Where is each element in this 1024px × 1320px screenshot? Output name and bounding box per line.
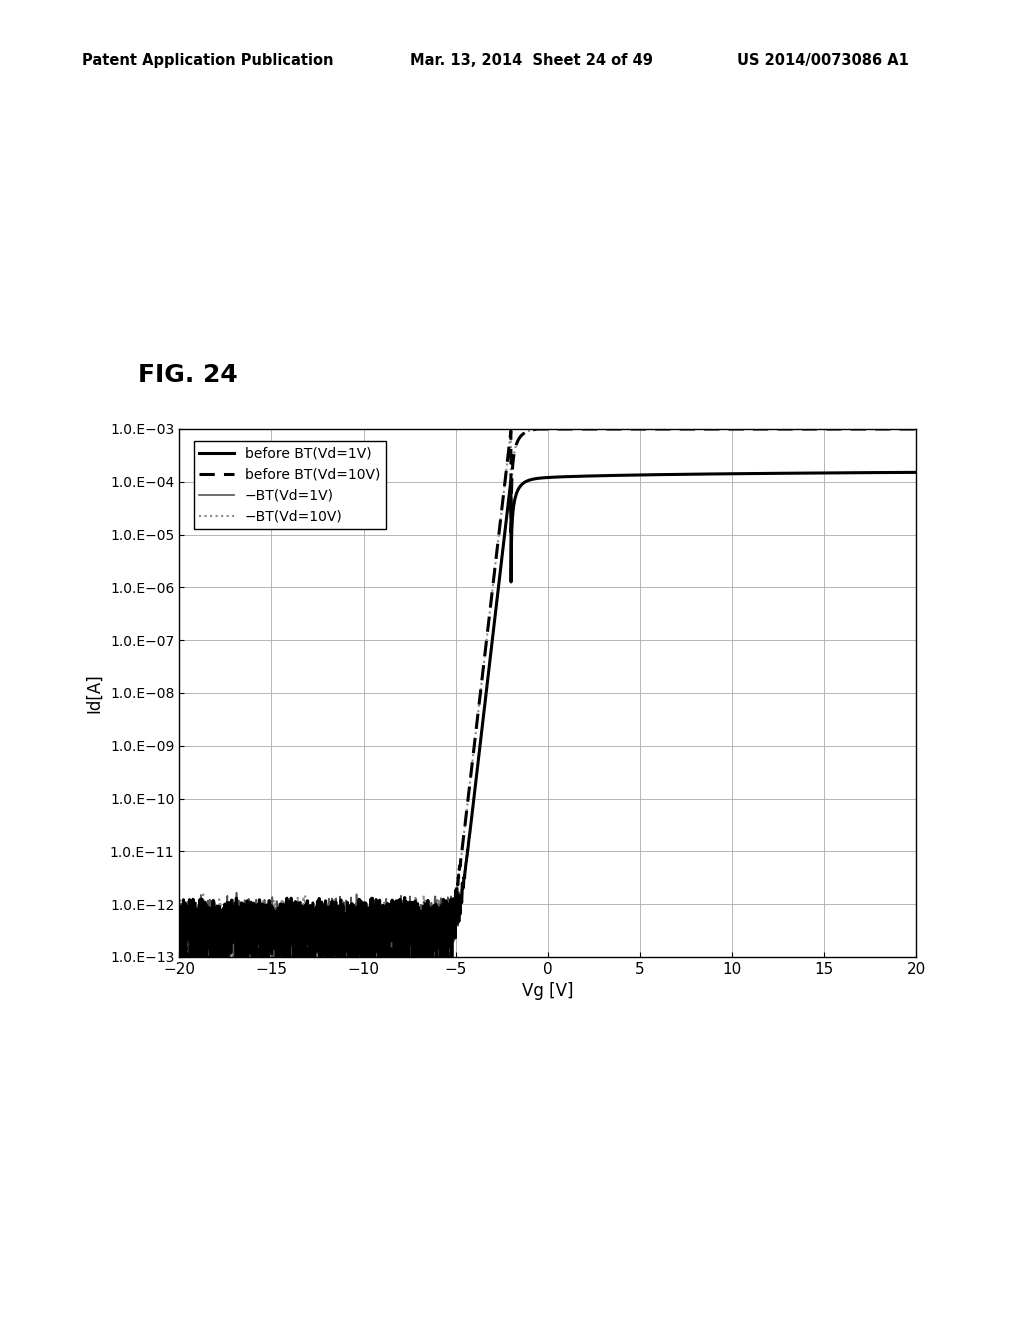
- Legend: before BT(Vd=1V), before BT(Vd=10V), −BT(Vd=1V), −BT(Vd=10V): before BT(Vd=1V), before BT(Vd=10V), −BT…: [194, 441, 386, 529]
- Text: Mar. 13, 2014  Sheet 24 of 49: Mar. 13, 2014 Sheet 24 of 49: [410, 53, 652, 67]
- Text: FIG. 24: FIG. 24: [138, 363, 238, 387]
- X-axis label: Vg [V]: Vg [V]: [522, 982, 573, 1001]
- Text: Patent Application Publication: Patent Application Publication: [82, 53, 334, 67]
- Y-axis label: Id[A]: Id[A]: [85, 673, 102, 713]
- Text: US 2014/0073086 A1: US 2014/0073086 A1: [737, 53, 909, 67]
